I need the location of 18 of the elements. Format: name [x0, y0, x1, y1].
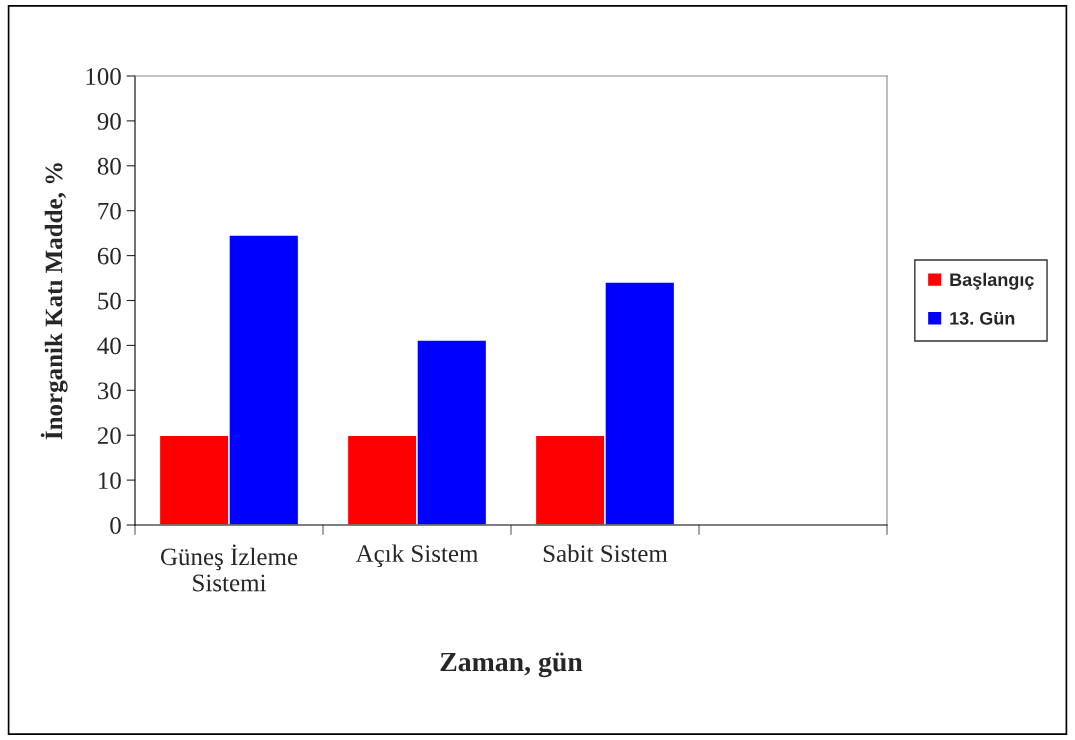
- x-axis-title: Zaman, gün: [440, 652, 583, 678]
- y-tick-label: 40: [97, 337, 121, 355]
- y-tick-label: 10: [99, 472, 121, 490]
- y-tick-label: 80: [97, 157, 121, 175]
- y-tick-label: 60: [97, 247, 121, 265]
- y-tick-label: 0: [110, 517, 121, 534]
- y-axis-title: İnorganik Katı Madde, %: [40, 163, 68, 440]
- y-tick-label: 90: [97, 112, 121, 130]
- legend-label: Başlangıç: [950, 272, 1034, 290]
- x-tick-label: Açık Sistem: [355, 544, 479, 568]
- x-tick-label: Güneş İzleme Sistemi: [160, 544, 298, 592]
- y-tick-label: 20: [97, 427, 121, 445]
- y-tick-label: 50: [98, 292, 121, 310]
- legend-label: 13. Gün: [950, 311, 1015, 325]
- y-tick-label: 70: [98, 202, 121, 220]
- x-tick-label: Sabit Sistem: [543, 544, 668, 563]
- y-tick-label: 30: [98, 382, 121, 400]
- y-tick-label: 100: [86, 68, 121, 85]
